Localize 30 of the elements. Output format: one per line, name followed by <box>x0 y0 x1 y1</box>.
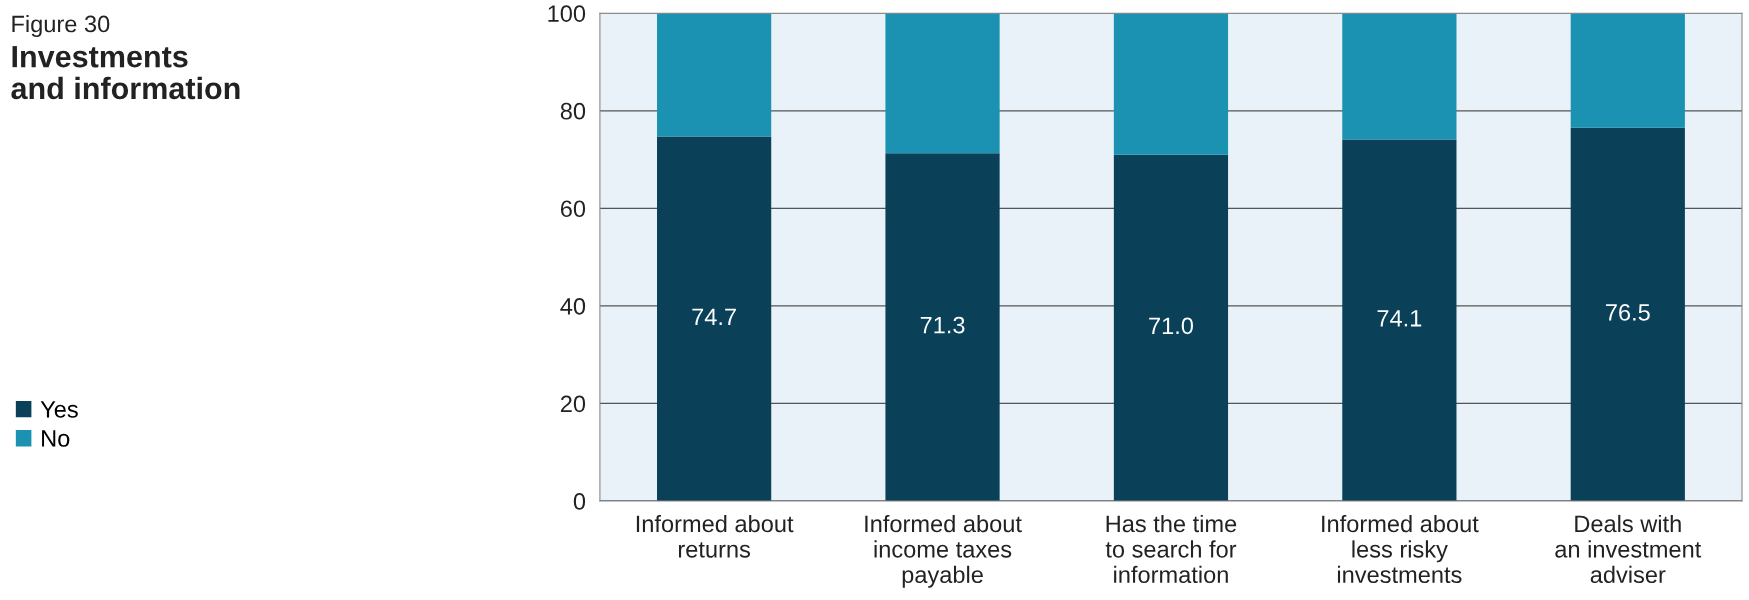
x-tick-label: Informed about returns <box>636 514 794 558</box>
bar <box>1342 13 1457 140</box>
y-tick-label: 60 <box>560 200 586 218</box>
bar <box>1113 154 1229 501</box>
bar <box>1570 13 1685 128</box>
x-tick-label: Deals with an investment adviser <box>1555 514 1702 584</box>
bar <box>657 13 772 137</box>
x-tick-label: Has the time to search for information <box>1105 514 1237 584</box>
bar <box>885 13 1000 154</box>
x-tick-label: Informed about income taxes payable <box>865 514 1022 588</box>
y-tick-label: 80 <box>560 102 586 120</box>
text: Figure 30 <box>12 15 110 38</box>
data-label: 74.1 <box>1377 310 1422 327</box>
bar <box>657 136 772 501</box>
data-label: 71.0 <box>1149 317 1194 335</box>
bar <box>885 153 1000 501</box>
data-label: 76.5 <box>1606 304 1650 321</box>
data-label: 71.3 <box>920 316 965 334</box>
data-label: 74.7 <box>692 308 736 325</box>
y-tick-label: 0 <box>573 493 586 510</box>
text: Investments and information <box>11 46 240 100</box>
bar <box>1113 13 1229 155</box>
legend-label: Yes <box>40 401 78 418</box>
bar <box>1342 139 1457 501</box>
y-tick-label: 20 <box>560 395 586 413</box>
x-tick-label: Informed about less risky investments <box>1322 514 1479 584</box>
y-tick-label: 100 <box>548 5 586 22</box>
bar <box>1570 127 1685 501</box>
y-tick-label: 40 <box>560 297 586 315</box>
legend-label: No <box>42 430 70 447</box>
